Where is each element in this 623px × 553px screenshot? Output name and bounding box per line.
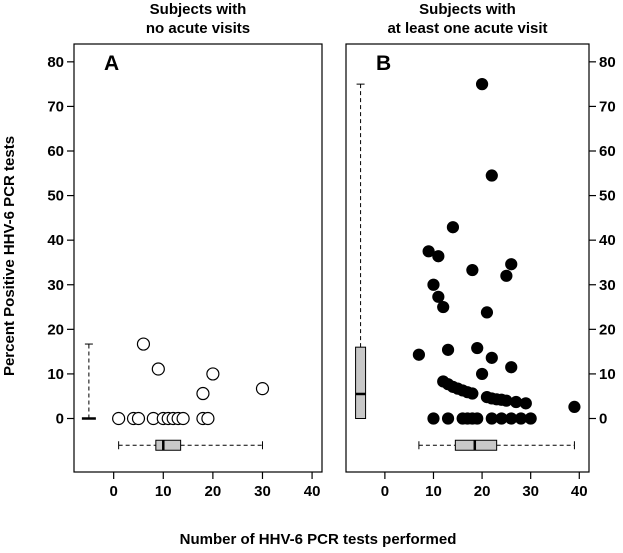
data-point — [475, 367, 489, 381]
panel-title-line: Subjects with — [419, 1, 516, 18]
x-axis-label: Number of HHV-6 PCR tests performed — [180, 531, 457, 548]
data-point — [441, 412, 455, 425]
data-point — [422, 245, 435, 258]
y-tick-label: 10 — [47, 366, 64, 383]
data-point — [412, 348, 425, 361]
data-point — [131, 411, 146, 426]
y-tick-label: 60 — [599, 143, 616, 160]
plot-frame — [345, 43, 590, 473]
panel-title-line: at least one acute visit — [387, 20, 547, 37]
data-point — [176, 411, 190, 426]
data-point — [568, 400, 581, 414]
data-point — [427, 278, 440, 291]
y-tick-label: 0 — [599, 411, 607, 428]
y-tick-label: 0 — [56, 411, 64, 428]
x-box — [155, 439, 182, 451]
data-point — [206, 367, 220, 381]
panel-b: Subjects with at least one acute visit B 0 1… — [345, 1, 616, 500]
data-point — [466, 263, 479, 277]
data-point — [480, 306, 494, 319]
x-tick-label: 10 — [425, 483, 442, 500]
data-point — [196, 386, 210, 401]
data-point — [519, 397, 532, 410]
data-point — [432, 250, 445, 263]
x-tick-label: 0 — [110, 483, 118, 500]
y-tick-label: 70 — [47, 98, 64, 115]
panel-a: Subjects with no acute visits A 0 10 20 30 40 0 1… — [47, 1, 323, 500]
x-tick-label: 20 — [474, 483, 491, 500]
y-tick-label: 50 — [47, 188, 64, 205]
y-tick-label: 80 — [599, 54, 616, 71]
y-tick-label: 20 — [599, 321, 616, 338]
data-point — [437, 300, 450, 314]
data-point — [471, 412, 484, 425]
data-point — [505, 258, 518, 271]
data-point — [475, 78, 489, 91]
y-tick-label: 60 — [47, 143, 64, 160]
x-tick-label: 0 — [381, 483, 389, 500]
data-point — [432, 290, 445, 303]
data-point — [524, 412, 537, 425]
panel-letter: B — [376, 52, 391, 75]
y-tick-label: 20 — [47, 321, 64, 338]
data-point — [255, 382, 270, 396]
data-point — [485, 351, 498, 364]
data-point — [112, 411, 126, 426]
data-point — [151, 362, 165, 376]
y-tick-label: 30 — [599, 277, 616, 294]
y-tick-label: 70 — [599, 98, 616, 115]
y-box — [355, 346, 367, 419]
data-point — [471, 341, 484, 355]
x-tick-label: 40 — [304, 483, 321, 500]
data-point — [136, 337, 151, 351]
data-point — [201, 411, 215, 426]
panel-title-line: Subjects with — [150, 1, 247, 18]
x-tick-label: 30 — [254, 483, 271, 500]
y-axis-label: Percent Positive HHV-6 PCR tests — [1, 136, 18, 376]
y-tick-label: 40 — [599, 232, 616, 249]
y-tick-label: 30 — [47, 277, 64, 294]
x-tick-label: 40 — [571, 483, 588, 500]
y-tick-label: 50 — [599, 188, 616, 205]
plot-frame — [73, 43, 323, 473]
data-point — [446, 221, 460, 234]
data-point — [441, 343, 455, 356]
data-point — [500, 269, 513, 282]
x-tick-label: 30 — [522, 483, 539, 500]
x-tick-label: 20 — [205, 483, 222, 500]
data-point — [505, 361, 518, 374]
data-point — [466, 387, 479, 400]
y-tick-label: 10 — [599, 366, 616, 383]
y-tick-label: 80 — [47, 54, 64, 71]
panel-letter: A — [104, 52, 119, 75]
y-tick-label: 40 — [47, 232, 64, 249]
data-point — [485, 169, 498, 182]
data-point — [427, 412, 440, 425]
panel-title-line: no acute visits — [146, 20, 250, 37]
x-tick-label: 10 — [155, 483, 172, 500]
